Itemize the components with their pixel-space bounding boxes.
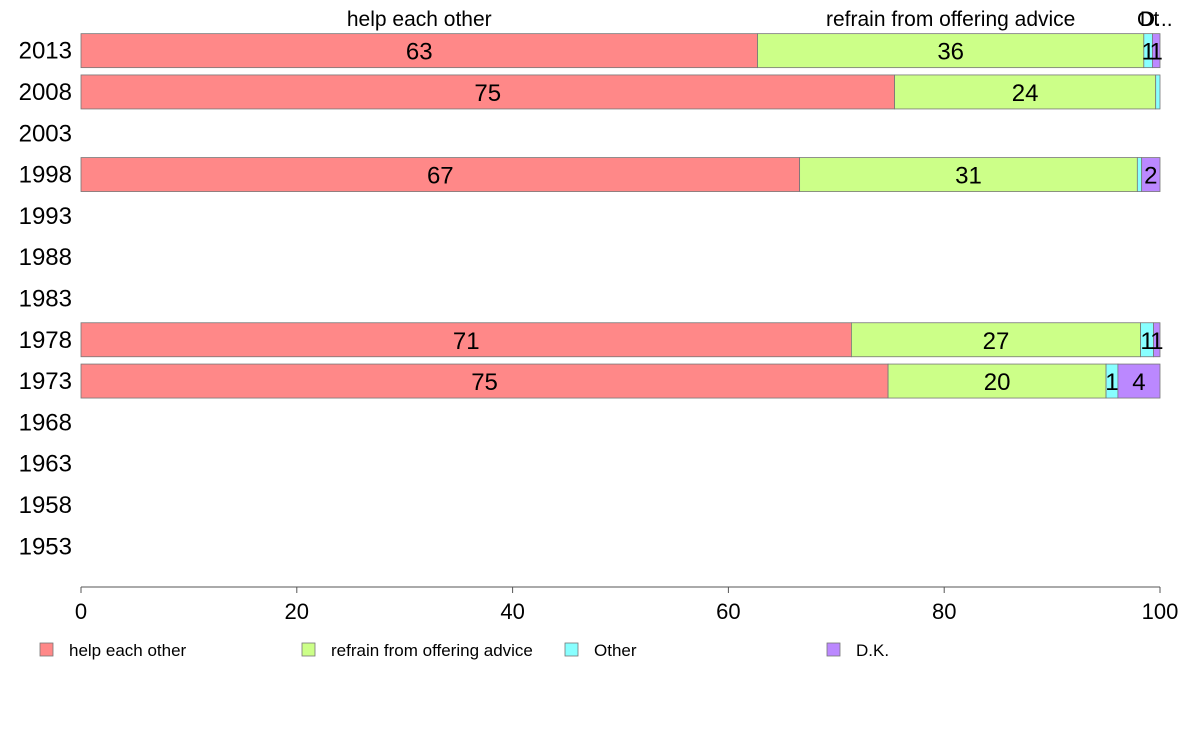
bar-segment <box>757 33 1145 69</box>
legend: help each other refrain from offering adv… <box>39 641 889 660</box>
y-tick-label: 1953 <box>19 533 72 560</box>
x-axis: 0 20 40 60 80 100 <box>75 586 1179 624</box>
y-tick-label: 2008 <box>19 79 72 106</box>
y-tick-label: 1968 <box>19 409 72 436</box>
bar-value-label: 1 <box>1141 39 1154 66</box>
bar-segment <box>1141 157 1161 192</box>
bar-value-label: 1 <box>1150 39 1163 66</box>
bar-value-label: 36 <box>937 39 964 66</box>
top-series-labels: help each other refrain from offering adv… <box>347 8 1173 31</box>
y-tick-label: 1978 <box>19 327 72 354</box>
bar-segment <box>80 322 852 358</box>
bar-value-label: 75 <box>474 80 501 107</box>
bar-value-label: 63 <box>406 39 433 66</box>
x-tick-label: 40 <box>500 599 524 624</box>
bar-segment <box>1152 33 1161 69</box>
bar-segment <box>1155 74 1161 110</box>
bar-segment <box>894 74 1157 110</box>
top-series-label: refrain from offering advice <box>826 8 1075 31</box>
bar-value-label: 75 <box>471 369 498 396</box>
y-tick-label: 1983 <box>19 285 72 312</box>
y-tick-label: 1973 <box>19 368 72 395</box>
bar-value-label: 27 <box>983 328 1010 355</box>
bar-segment <box>1136 157 1143 192</box>
x-tick-label: 100 <box>1142 599 1179 624</box>
bar-segment <box>851 322 1141 358</box>
y-tick-label: 1988 <box>19 244 72 271</box>
bar-segment <box>1153 322 1161 358</box>
y-tick-label: 2003 <box>19 120 72 147</box>
bar-value-label: 20 <box>984 369 1011 396</box>
legend-swatch <box>826 642 841 657</box>
legend-label: Other <box>594 641 637 660</box>
bar-segment <box>799 157 1138 192</box>
y-tick-label: 1998 <box>19 162 72 189</box>
x-tick-label: 80 <box>932 599 956 624</box>
top-series-label: D... <box>1140 8 1173 31</box>
y-tick-label: 1958 <box>19 492 72 519</box>
bar-value-label: 31 <box>955 163 982 190</box>
bar-segment <box>80 74 895 110</box>
bar-value-label: 1 <box>1105 369 1118 396</box>
bar-value-label: 1 <box>1140 328 1153 355</box>
bar-value-label: 67 <box>427 163 454 190</box>
top-series-label: help each other <box>347 8 492 31</box>
bar-segment <box>887 363 1107 399</box>
bar-value-label: 1 <box>1150 328 1163 355</box>
bar-value-label: 2 <box>1144 163 1157 190</box>
y-axis-labels: 2013 2008 2003 1998 1993 1988 1983 1978 1973 1968… <box>19 38 72 561</box>
y-tick-label: 1993 <box>19 203 72 230</box>
x-tick-label: 20 <box>285 599 309 624</box>
x-tick-label: 0 <box>75 599 87 624</box>
legend-label: D.K. <box>856 641 889 660</box>
bar-value-label: 4 <box>1132 369 1145 396</box>
bar-segment <box>80 363 889 399</box>
x-tick-label: 60 <box>716 599 740 624</box>
top-series-label: Ot <box>1137 8 1159 31</box>
bar-segment <box>1117 363 1161 399</box>
legend-swatch <box>564 642 579 657</box>
bar-value-label: 24 <box>1012 80 1039 107</box>
bar-segment <box>80 157 801 192</box>
y-tick-label: 1963 <box>19 451 72 478</box>
legend-swatch <box>39 642 54 657</box>
legend-swatch <box>301 642 316 657</box>
bar-value-label: 71 <box>453 328 480 355</box>
legend-label: help each other <box>69 641 187 660</box>
legend-label: refrain from offering advice <box>331 641 533 660</box>
y-tick-label: 2013 <box>19 38 72 65</box>
